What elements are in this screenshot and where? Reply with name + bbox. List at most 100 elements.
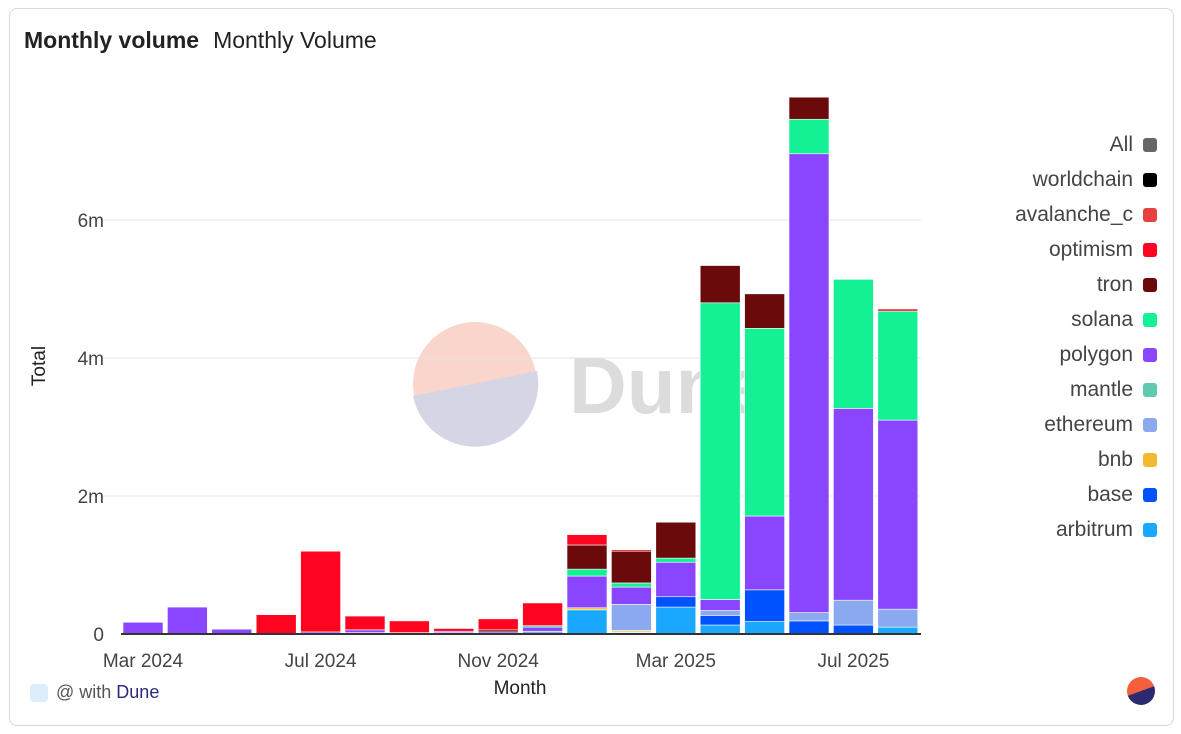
- bar-polygon-2024-04[interactable]: [167, 606, 208, 635]
- bar-optimism-2024-12[interactable]: [522, 602, 563, 627]
- bar-chart: Dune 0 2m 4m 6m Mar 2024 Jul 2024 Nov 2024 Mar 2…: [29, 96, 921, 699]
- x-tick-label: Mar 2025: [636, 651, 716, 672]
- visualization-title: Monthly Volume: [213, 27, 377, 53]
- bar-optimism-2024-10[interactable]: [433, 628, 475, 632]
- legend-label: arbitrum: [1055, 517, 1133, 541]
- legend-item-base[interactable]: base: [1015, 477, 1157, 512]
- legend-item-arbitrum[interactable]: arbitrum: [1015, 512, 1157, 547]
- bar-arbitrum-2025-04[interactable]: [699, 624, 741, 635]
- bar-solana-2025-07[interactable]: [833, 279, 874, 409]
- x-tick-label: Jul 2024: [285, 651, 357, 672]
- bar-polygon-2025-01[interactable]: [566, 575, 608, 609]
- legend-label: ethereum: [1044, 412, 1133, 436]
- dune-link[interactable]: Dune: [116, 682, 160, 702]
- bar-tron-2025-06[interactable]: [788, 96, 830, 120]
- bar-arbitrum-2025-05[interactable]: [744, 621, 785, 635]
- bar-ethereum-2025-06[interactable]: [788, 612, 830, 622]
- bar-polygon-2024-12[interactable]: [522, 626, 563, 632]
- legend-item-mantle[interactable]: mantle: [1015, 372, 1157, 407]
- legend-label: bnb: [1097, 447, 1133, 471]
- legend-label: All: [1109, 132, 1133, 156]
- bar-polygon-2024-08[interactable]: [344, 629, 386, 633]
- bar-solana-2025-06[interactable]: [788, 118, 830, 155]
- bar-polygon-2025-05[interactable]: [744, 515, 785, 591]
- bar-base-2025-07[interactable]: [833, 624, 874, 634]
- bar-ethereum-2025-07[interactable]: [833, 599, 874, 626]
- bar-arbitrum-2025-01[interactable]: [566, 609, 608, 635]
- bar-polygon-2024-03[interactable]: [122, 621, 164, 635]
- bar-solana-2025-01[interactable]: [566, 568, 608, 577]
- bar-solana-2025-04[interactable]: [699, 302, 741, 600]
- legend-swatch-icon: [1143, 382, 1157, 397]
- bar-tron-2025-05[interactable]: [744, 293, 785, 329]
- bar-ethereum-2024-12[interactable]: [522, 630, 563, 634]
- bar-optimism-2024-07[interactable]: [300, 550, 341, 633]
- legend-label: base: [1087, 482, 1133, 506]
- bar-base-2025-06[interactable]: [788, 620, 830, 635]
- legend-label: avalanche_c: [1015, 202, 1133, 226]
- bar-base-2025-04[interactable]: [699, 615, 741, 626]
- bar-optimism-2024-09[interactable]: [389, 620, 430, 633]
- bar-tron-2025-02[interactable]: [611, 550, 652, 584]
- bar-polygon-2025-04[interactable]: [699, 599, 741, 611]
- legend-item-ethereum[interactable]: ethereum: [1015, 407, 1157, 442]
- dune-logo-icon: [30, 683, 48, 702]
- legend-swatch-icon: [1143, 522, 1157, 537]
- legend-item-polygon[interactable]: polygon: [1015, 337, 1157, 372]
- legend-label: mantle: [1069, 377, 1133, 401]
- bar-optimism-2024-08[interactable]: [344, 615, 386, 631]
- legend-swatch-icon: [1143, 487, 1157, 502]
- footer-prefix: @ with: [56, 682, 112, 702]
- bar-ethereum-2025-02[interactable]: [611, 604, 652, 631]
- dune-corner-icon[interactable]: [1127, 677, 1155, 705]
- chart-card: Monthly volume Monthly Volume Dune 0 2m 4m 6m…: [9, 8, 1174, 726]
- y-tick-label: 2m: [78, 487, 104, 508]
- legend-label: polygon: [1059, 342, 1133, 366]
- bar-optimism-2025-01[interactable]: [566, 534, 608, 546]
- bar-optimism-2024-06[interactable]: [255, 614, 297, 635]
- bar-optimism-2025-02[interactable]: [611, 549, 652, 552]
- bar-base-2025-03[interactable]: [655, 596, 697, 608]
- bar-ethereum-2025-04[interactable]: [699, 610, 741, 616]
- legend-swatch-icon: [1143, 172, 1157, 187]
- bar-ethereum-2025-08[interactable]: [877, 608, 919, 628]
- bar-polygon-2025-08[interactable]: [877, 419, 919, 610]
- bar-tron-2025-01[interactable]: [566, 544, 608, 570]
- bar-solana-2025-02[interactable]: [611, 582, 652, 588]
- legend-item-bnb[interactable]: bnb: [1015, 442, 1157, 477]
- bar-solana-2025-08[interactable]: [877, 310, 919, 421]
- legend-label: tron: [1096, 272, 1133, 296]
- legend-item-optimism[interactable]: optimism: [1015, 232, 1157, 267]
- legend-item-solana[interactable]: solana: [1015, 302, 1157, 337]
- bar-solana-2025-03[interactable]: [655, 557, 697, 563]
- bar-polygon-2025-03[interactable]: [655, 561, 697, 598]
- bar-polygon-2025-07[interactable]: [833, 408, 874, 601]
- x-tick-label: Mar 2024: [103, 651, 184, 672]
- y-tick-label: 0: [93, 625, 104, 646]
- bar-tron-2024-11[interactable]: [477, 629, 519, 633]
- legend-swatch-icon: [1143, 417, 1157, 432]
- legend-item-tron[interactable]: tron: [1015, 267, 1157, 302]
- legend-swatch-icon: [1143, 137, 1157, 152]
- bar-polygon-2025-02[interactable]: [611, 586, 652, 605]
- legend-swatch-icon: [1143, 452, 1157, 467]
- bar-arbitrum-2025-03[interactable]: [655, 606, 697, 635]
- bar-arbitrum-2025-08[interactable]: [877, 626, 919, 635]
- bar-bnb-2025-01[interactable]: [566, 607, 608, 611]
- bar-polygon-2025-06[interactable]: [788, 153, 830, 613]
- y-axis-label: Total: [29, 346, 50, 386]
- x-tick-label: Jul 2025: [817, 651, 889, 672]
- legend-item-All[interactable]: All: [1015, 127, 1157, 162]
- legend-item-worldchain[interactable]: worldchain: [1015, 162, 1157, 197]
- legend-label: optimism: [1048, 237, 1133, 261]
- legend-item-avalanche_c[interactable]: avalanche_c: [1015, 197, 1157, 232]
- chart-title: Monthly volume Monthly Volume: [24, 27, 377, 54]
- bar-tron-2025-04[interactable]: [699, 265, 741, 304]
- bar-optimism-2025-08[interactable]: [877, 308, 919, 312]
- bar-tron-2025-03[interactable]: [655, 521, 697, 559]
- bar-solana-2025-05[interactable]: [744, 328, 785, 517]
- legend-swatch-icon: [1143, 207, 1157, 222]
- x-axis-label: Month: [494, 678, 547, 699]
- bar-optimism-2024-11[interactable]: [477, 618, 519, 631]
- bar-base-2025-05[interactable]: [744, 589, 785, 622]
